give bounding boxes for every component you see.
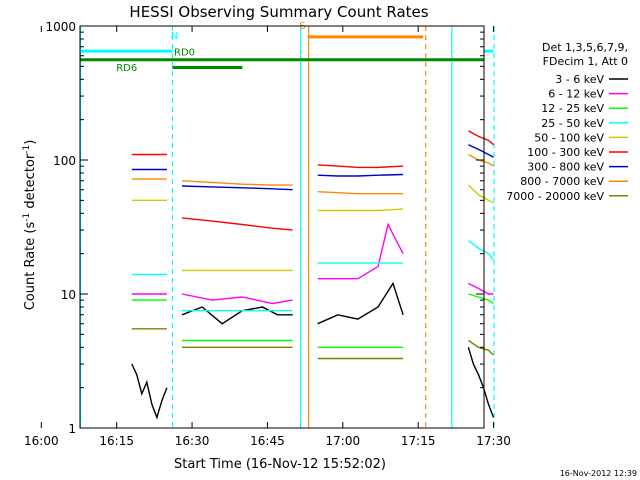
series-5-segment-1 [181, 217, 293, 231]
series-6-segment-1 [181, 185, 293, 191]
series-7-segment-1 [181, 180, 293, 186]
legend-entry-label-0: 3 - 6 keV [555, 73, 604, 86]
y-axis: 1 10 100 1000 [45, 20, 484, 436]
x-axis-label: Start Time (16-Nov-12 15:52:02) [174, 457, 386, 472]
legend-entry-label-4: 50 - 100 keV [534, 131, 604, 144]
y-tick-label-2: 100 [53, 154, 76, 168]
y-axis-label: Count Rate (s-1 detector-1) [22, 140, 38, 311]
series-6-segment-2 [317, 173, 404, 177]
y-tick-label-1: 10 [61, 288, 76, 302]
series-1-segment-1 [181, 293, 293, 305]
series-4-segment-2 [317, 208, 404, 212]
y-tick-label-0: 1 [68, 422, 76, 436]
x-tick-label-4: 17:00 [326, 434, 361, 448]
x-tick-label-3: 16:45 [250, 434, 285, 448]
x-tick-label-5: 17:15 [401, 434, 436, 448]
series-1-segment-2 [317, 222, 404, 280]
y-axis-label-sup1: -1 [22, 213, 32, 222]
flag-label-rd6: RD6 [116, 63, 137, 74]
y-axis-label-part1: Count Rate (s [23, 222, 38, 311]
x-tick-label-1: 16:15 [99, 434, 134, 448]
legend-entry-label-2: 12 - 25 keV [541, 102, 604, 115]
series-0-segment-3 [467, 347, 495, 418]
legend-header-line-2: FDecim 1, Att 0 [543, 55, 628, 68]
legend-header-line-1: Det 1,3,5,6,7,9, [542, 41, 628, 54]
plot-frame [79, 25, 485, 429]
y-axis-label-part3: ) [23, 140, 38, 145]
series-5-segment-2 [317, 164, 404, 169]
x-tick-label-0: 16:00 [24, 434, 59, 448]
legend: Det 1,3,5,6,7,9, FDecim 1, Att 0 3 - 6 k… [506, 41, 628, 203]
series-7-segment-2 [317, 191, 404, 195]
legend-entry-label-6: 300 - 800 keV [527, 161, 604, 174]
legend-entry-label-1: 6 - 12 keV [548, 88, 604, 101]
series-0-segment-0 [131, 363, 168, 420]
x-tick-label-6: 17:30 [476, 434, 511, 448]
legend-entry-label-3: 25 - 50 keV [541, 117, 604, 130]
chart-title: HESSI Observing Summary Count Rates [129, 3, 428, 21]
legend-entry-label-7: 800 - 7000 keV [520, 175, 604, 188]
legend-entry-label-8: 7000 - 20000 keV [506, 190, 604, 203]
footer-timestamp: 16-Nov-2012 12:39 [560, 469, 637, 478]
y-axis-label-sup2: -1 [22, 145, 32, 154]
series-0-segment-2 [317, 281, 404, 325]
legend-entry-label-5: 100 - 300 keV [527, 146, 604, 159]
flag-label-n: N [171, 31, 178, 42]
y-tick-label-3: 1000 [45, 20, 76, 34]
x-tick-label-2: 16:30 [175, 434, 210, 448]
flag-label-rd0: RD0 [174, 48, 195, 59]
x-axis: 16:00 16:15 16:30 16:45 17:00 17:15 17:30 [24, 26, 511, 448]
y-axis-label-part2: detector [23, 153, 38, 213]
